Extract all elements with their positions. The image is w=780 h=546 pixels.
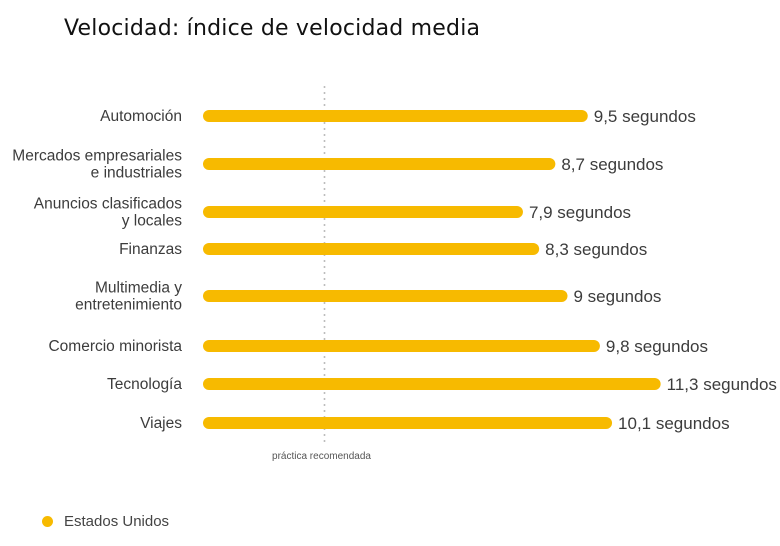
bar-value-label: 9 segundos — [574, 287, 662, 306]
category-label: Multimedia y entretenimiento — [75, 280, 182, 314]
bar — [203, 158, 556, 170]
bar — [203, 243, 540, 255]
bar-value-label: 11,3 segundos — [667, 375, 777, 394]
bar-value-label: 9,5 segundos — [594, 107, 696, 126]
category-label: Viajes — [140, 415, 182, 432]
bar — [203, 110, 588, 122]
bar — [203, 206, 523, 218]
category-label: Comercio minorista — [48, 338, 182, 355]
chart-title: Velocidad: índice de velocidad media — [64, 16, 481, 41]
bar — [203, 340, 600, 352]
legend: Estados Unidos — [42, 513, 169, 530]
category-label: Automoción — [100, 108, 182, 125]
bar-value-label: 7,9 segundos — [529, 203, 631, 222]
bar-value-label: 8,3 segundos — [545, 240, 647, 259]
legend-swatch-estados-unidos — [42, 516, 53, 527]
category-label: Tecnología — [107, 376, 182, 393]
bar-value-label: 9,8 segundos — [606, 337, 708, 356]
bar-value-label: 10,1 segundos — [618, 414, 730, 433]
bar — [203, 417, 613, 429]
reference-line-label: práctica recomendada — [272, 451, 371, 462]
category-label: Anuncios clasificados y locales — [34, 196, 182, 230]
bar — [203, 290, 568, 302]
category-label: Finanzas — [119, 241, 182, 258]
bar — [203, 378, 661, 390]
category-label: Mercados empresariales e industriales — [12, 148, 182, 182]
legend-label-estados-unidos: Estados Unidos — [64, 513, 170, 530]
bar-value-label: 8,7 segundos — [561, 155, 663, 174]
